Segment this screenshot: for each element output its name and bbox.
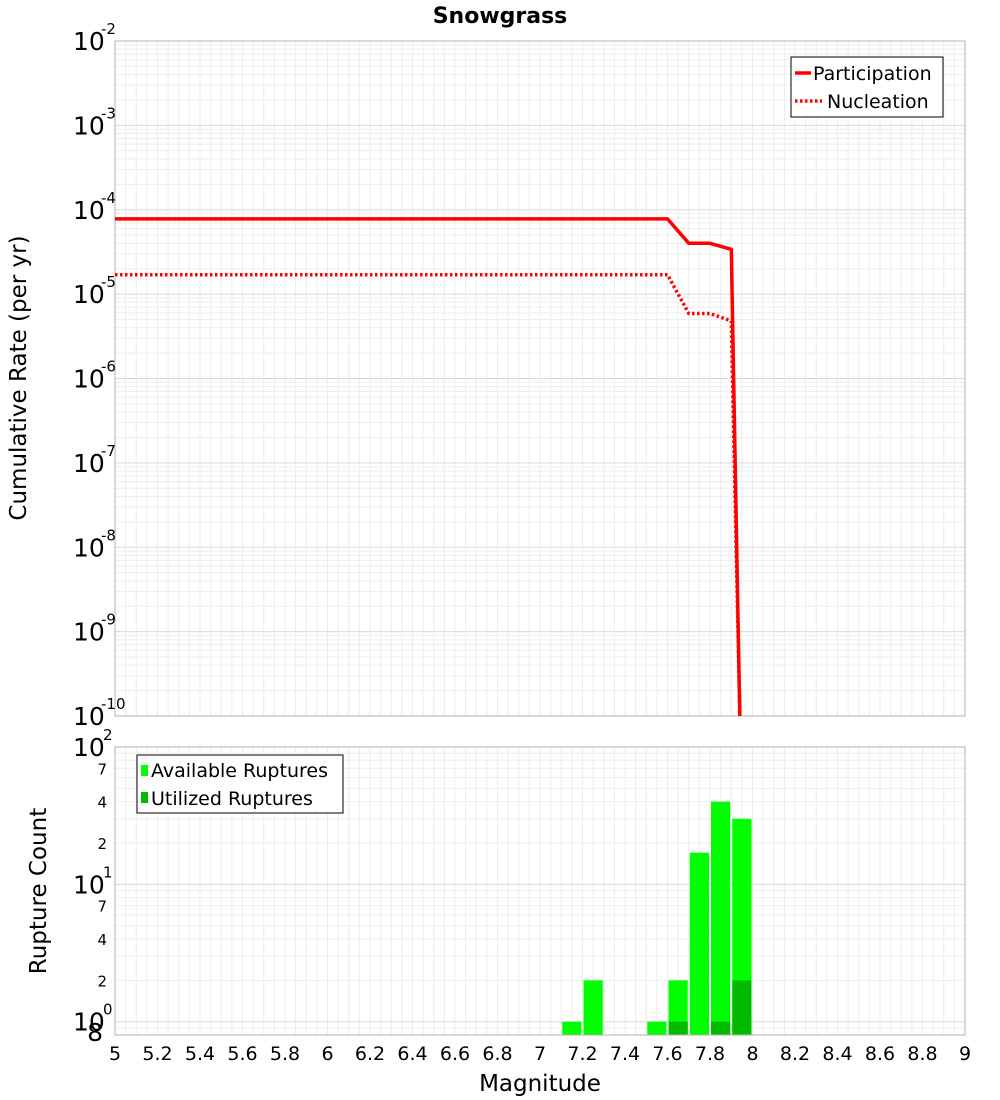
bottom-y-minor-tick-label: 4 — [97, 931, 107, 949]
bottom-y-minor-tick-label: 8 — [87, 1018, 103, 1047]
available-ruptures-bar — [562, 1021, 582, 1035]
top-legend-box — [790, 56, 944, 118]
utilized-ruptures-legend-label: Utilized Ruptures — [151, 788, 313, 810]
x-tick-labels: 5 5.2 5.4 5.6 5.8 6 6.2 6.4 6.6 6.8 7 7.2 7.4 7.6 7.8 8… — [109, 1043, 971, 1065]
x-tick-label: 7.6 — [652, 1043, 682, 1065]
available-ruptures-bar — [647, 1021, 667, 1035]
x-tick-label: 6 — [321, 1043, 333, 1065]
bottom-y-tick-exponent: 2 — [103, 726, 113, 744]
top-y-tick-exponent: -7 — [101, 442, 116, 460]
top-y-tick-exponent: -2 — [101, 20, 116, 38]
x-tick-label: 7 — [534, 1043, 546, 1065]
utilized-ruptures-bar — [711, 1021, 731, 1035]
nucleation-legend-label: Nucleation — [827, 91, 929, 113]
utilized-ruptures-bar — [732, 980, 752, 1035]
x-tick-label: 7.2 — [567, 1043, 597, 1065]
rate-lines — [115, 217, 742, 717]
rupture-bars — [562, 801, 752, 1035]
bottom-y-minor-tick-label: 7 — [97, 760, 107, 778]
bottom-y-tick-exponent: 0 — [103, 1001, 113, 1019]
top-y-tick-exponent: -9 — [101, 611, 116, 629]
top-y-tick-exponent: -3 — [101, 104, 116, 122]
top-y-tick-base: 10 — [73, 533, 105, 562]
top-y-tick-base: 10 — [73, 618, 105, 647]
top-legend: Participation Nucleation — [790, 56, 944, 118]
top-y-tick-base: 10 — [73, 27, 105, 56]
top-y-tick-base: 10 — [73, 196, 105, 225]
x-tick-label: 6.2 — [355, 1043, 385, 1065]
top-y-tick-exponent: -4 — [101, 189, 116, 207]
bottom-y-tick-exponent: 1 — [103, 863, 113, 881]
x-tick-label: 6.4 — [397, 1043, 427, 1065]
x-tick-label: 8 — [746, 1043, 758, 1065]
bottom-y-tick-base: 10 — [73, 870, 105, 899]
available-ruptures-legend-swatch — [141, 765, 148, 776]
bottom-y-minor-tick-label: 2 — [97, 972, 107, 990]
x-tick-label: 6.6 — [440, 1043, 470, 1065]
bottom-y-minor-tick-label: 7 — [97, 898, 107, 916]
x-tick-label: 8.8 — [907, 1043, 937, 1065]
bottom-plot-frame — [114, 746, 966, 1036]
x-tick-label: 6.8 — [482, 1043, 512, 1065]
utilized-ruptures-bar — [668, 1021, 688, 1035]
top-y-tick-exponent: -5 — [101, 273, 116, 291]
bottom-y-minor-tick-label: 2 — [97, 835, 107, 853]
top-plot-frame — [114, 40, 966, 717]
top-grid — [114, 41, 966, 717]
x-tick-label: 7.4 — [610, 1043, 640, 1065]
available-ruptures-bar — [583, 980, 603, 1035]
x-axis-label: Magnitude — [479, 1071, 601, 1097]
top-y-tick-base: 10 — [73, 365, 105, 394]
x-tick-label: 5.4 — [185, 1043, 215, 1065]
x-tick-label: 7.8 — [695, 1043, 725, 1065]
x-tick-label: 8.2 — [780, 1043, 810, 1065]
x-tick-label: 5.8 — [270, 1043, 300, 1065]
utilized-ruptures-legend-swatch — [141, 792, 148, 803]
x-tick-label: 8.4 — [822, 1043, 852, 1065]
top-y-tick-base: 10 — [73, 449, 105, 478]
top-y-tick-base: 10 — [73, 702, 105, 731]
available-ruptures-bar — [689, 852, 709, 1035]
nucleation-line — [115, 272, 742, 717]
x-tick-label: 5.2 — [142, 1043, 172, 1065]
x-tick-label: 8.6 — [865, 1043, 895, 1065]
participation-legend-label: Participation — [813, 63, 932, 85]
x-tick-label: 5.6 — [227, 1043, 257, 1065]
bottom-y-tick-base: 10 — [73, 1008, 105, 1037]
top-y-tick-base: 10 — [73, 280, 105, 309]
chart-title: Snowgrass — [433, 4, 568, 29]
top-y-tick-base: 10 — [73, 111, 105, 140]
available-ruptures-bar — [668, 980, 688, 1035]
top-y-axis-label: Cumulative Rate (per yr) — [6, 235, 32, 520]
x-tick-label: 9 — [959, 1043, 971, 1065]
available-ruptures-legend-label: Available Ruptures — [151, 760, 328, 782]
top-y-tick-exponent: -8 — [101, 526, 116, 544]
available-ruptures-bar — [711, 801, 731, 1035]
x-tick-label: 5 — [109, 1043, 121, 1065]
bottom-legend-box — [136, 754, 344, 814]
bottom-y-tick-base: 10 — [73, 733, 105, 762]
top-y-tick-exponent: -6 — [101, 358, 116, 376]
top-y-tick-exponent: -10 — [101, 695, 126, 713]
bottom-legend: Available Ruptures Utilized Ruptures — [136, 754, 344, 814]
bottom-y-minor-tick-label: 4 — [97, 794, 107, 812]
bottom-y-axis-label: Rupture Count — [26, 808, 52, 974]
